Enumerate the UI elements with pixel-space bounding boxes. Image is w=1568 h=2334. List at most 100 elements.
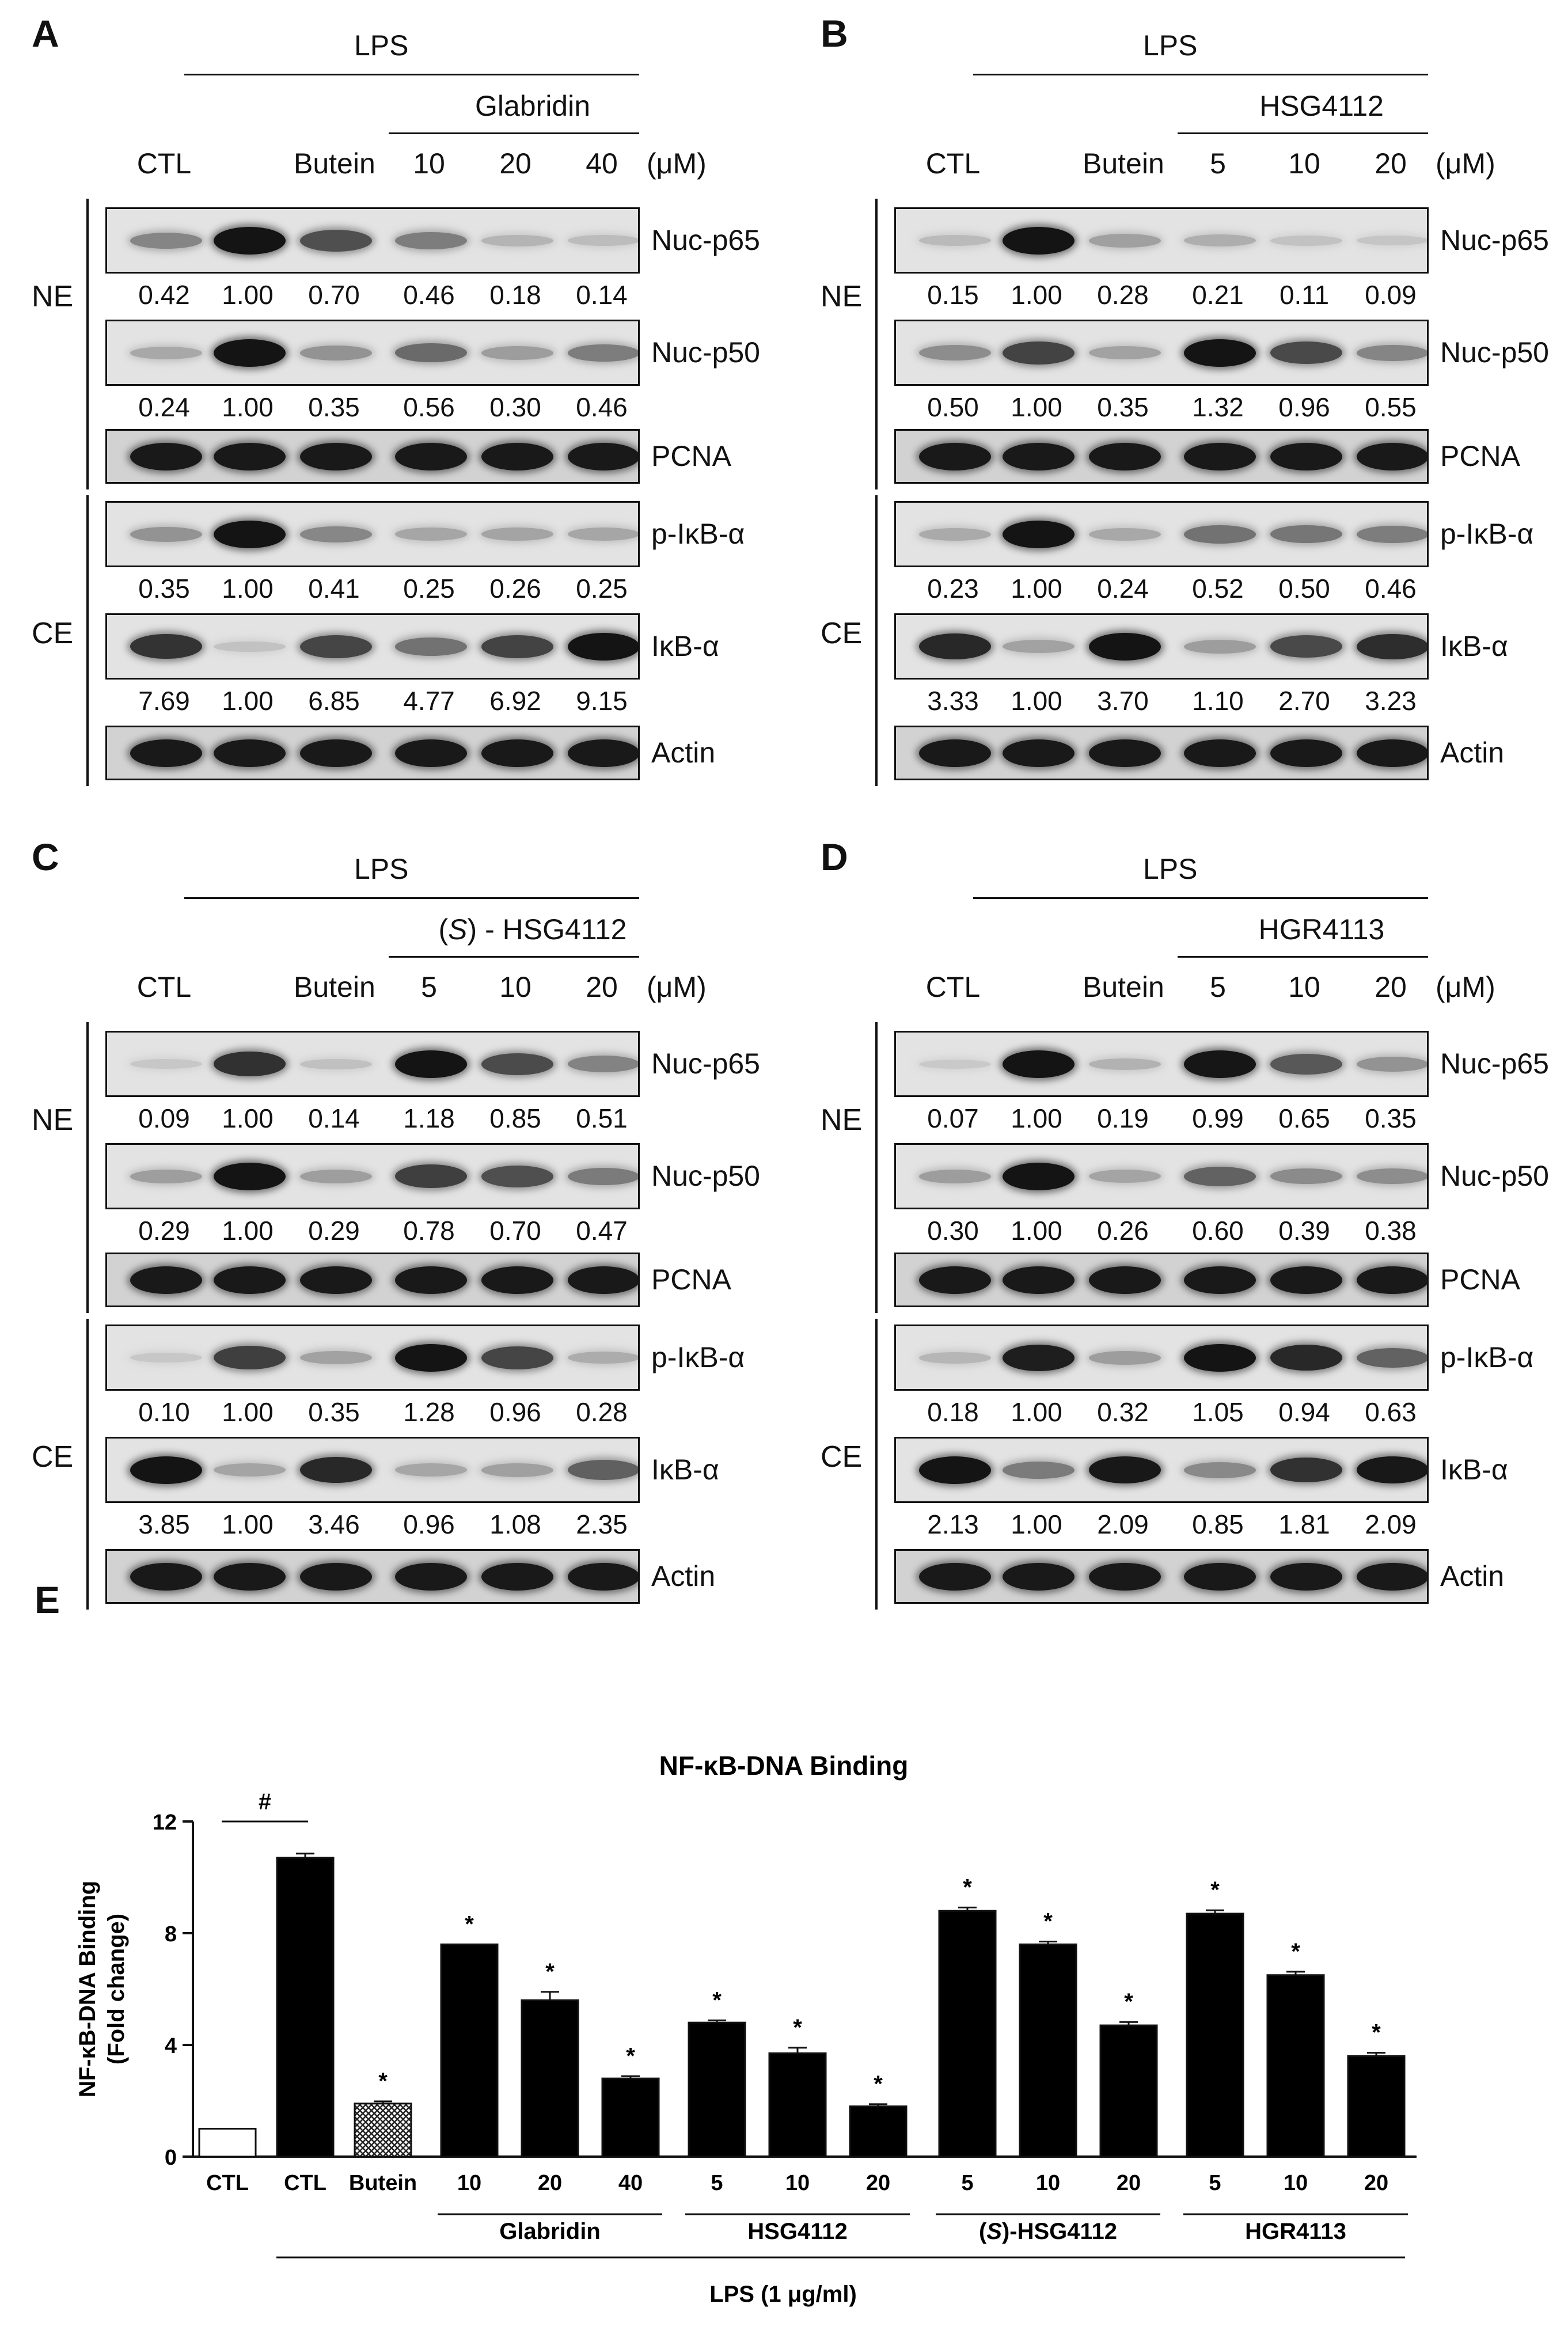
lane-label: Butein (1083, 147, 1164, 180)
protein-label: PCNA (1440, 1263, 1520, 1296)
lane-label: 10 (499, 971, 531, 1003)
x-tick-label: 10 (785, 2171, 810, 2195)
quant-value: 2.09 (1097, 1509, 1149, 1539)
bar (849, 2105, 908, 2158)
compound-name: ) - HSG4112 (467, 913, 627, 946)
band (1357, 236, 1427, 245)
treatment-line (973, 74, 1428, 75)
blot-strip (894, 320, 1429, 386)
blot-strip (894, 501, 1429, 567)
band (1184, 339, 1256, 367)
protein-label: Nuc-p50 (651, 336, 760, 369)
protein-label: PCNA (651, 1263, 731, 1296)
panel-b: B LPS HSG4112 CTL Butein 5 10 20 (μM) NE CE Nuc-p65… (821, 12, 1563, 786)
band (919, 1563, 991, 1591)
lane-label: 20 (499, 147, 531, 180)
blot-strip (894, 726, 1429, 780)
quant-value: 0.94 (1278, 1397, 1330, 1427)
protein-label: Nuc-p65 (651, 223, 760, 256)
bar (601, 2077, 660, 2158)
bar (1099, 2024, 1158, 2158)
band (214, 642, 286, 652)
band (395, 1266, 467, 1294)
band (395, 527, 467, 541)
blot-strip (105, 1253, 640, 1307)
compound-label: HGR4113 (1258, 913, 1385, 946)
y-tick-label: 4 (165, 2034, 177, 2058)
quant-value: 0.85 (489, 1103, 541, 1133)
quant-value: 0.96 (403, 1509, 455, 1539)
band (395, 1563, 467, 1591)
quant-value: 1.32 (1192, 392, 1244, 422)
quant-value: 0.60 (1192, 1216, 1244, 1246)
x-tick-label: CTL (284, 2171, 326, 2195)
band (568, 739, 638, 767)
band (481, 635, 553, 658)
group-label: HSG4112 (747, 2219, 847, 2244)
band (481, 1053, 553, 1075)
band (568, 344, 638, 362)
band (481, 527, 553, 541)
x-tick-label: 20 (1364, 2171, 1388, 2195)
bar (198, 2128, 257, 2158)
significance-star: * (963, 1874, 972, 1900)
protein-label: p-IκB-α (1440, 517, 1534, 550)
quant-value: 1.00 (1011, 574, 1062, 604)
protein-label: p-IκB-α (651, 1341, 745, 1373)
quant-value: 2.13 (927, 1509, 979, 1539)
protein-label: Actin (1440, 736, 1505, 769)
band (300, 230, 372, 252)
band (481, 1166, 553, 1187)
lane-label: 10 (1288, 971, 1320, 1003)
protein-label: PCNA (1440, 439, 1520, 472)
quant-value: 0.96 (489, 1397, 541, 1427)
bar (1019, 1943, 1077, 2158)
band (1089, 1563, 1161, 1591)
treatment-label: LPS (354, 853, 409, 885)
ne-bracket (875, 1022, 878, 1313)
band (214, 1346, 286, 1369)
bar (938, 1910, 997, 2158)
ce-label: CE (32, 1440, 74, 1474)
quant-value: 0.29 (308, 1216, 360, 1246)
band (1184, 739, 1256, 767)
blot-strip (105, 726, 640, 780)
band (1357, 1563, 1427, 1591)
blot-strip (105, 429, 640, 484)
band (214, 227, 286, 255)
band (1270, 1266, 1342, 1294)
blot-strip (894, 1143, 1429, 1209)
quant-value: 1.00 (222, 1509, 274, 1539)
quant-value: 0.35 (138, 574, 190, 604)
lps-label: LPS (1 μg/ml) (709, 2282, 857, 2307)
quant-value: 0.19 (1097, 1103, 1149, 1133)
band (395, 343, 467, 362)
x-tick-label: 20 (538, 2171, 562, 2195)
band (919, 739, 991, 767)
y-axis-label: NF-κB-DNA Binding (Fold change) (75, 1881, 129, 2097)
quant-value: 0.28 (576, 1397, 628, 1427)
lane-label: 10 (1288, 147, 1320, 180)
compound-line (1178, 132, 1428, 134)
group-label-part: )-HSG4112 (1002, 2219, 1117, 2244)
band (1184, 234, 1256, 246)
protein-label: IκB-α (1440, 629, 1508, 662)
band (1089, 346, 1161, 359)
quant-value: 0.50 (927, 392, 979, 422)
lane-label: CTL (925, 971, 981, 1003)
ne-label: NE (821, 1103, 863, 1137)
quant-value: 6.85 (308, 686, 360, 716)
band (1357, 634, 1427, 659)
band (130, 739, 202, 767)
band (1089, 1058, 1161, 1070)
x-tick-label: 5 (961, 2171, 973, 2195)
band (919, 633, 991, 659)
band (130, 443, 202, 470)
quant-value: 3.33 (927, 686, 979, 716)
blot-strip (105, 1437, 640, 1503)
significance-star: * (465, 1911, 474, 1937)
quant-value: 2.70 (1278, 686, 1330, 716)
quant-value: 0.96 (1278, 392, 1330, 422)
quant-value: 0.25 (576, 574, 628, 604)
band (1270, 1168, 1342, 1184)
